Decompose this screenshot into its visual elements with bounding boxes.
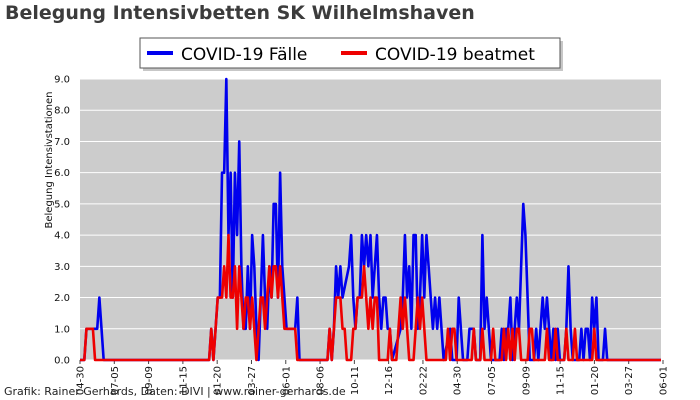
- x-axis-ticks: 04-30 07-05 09-09 11-15 01-20 03-27 06-01 08-06…: [76, 360, 670, 395]
- x-tick-label: 09-09: [521, 366, 532, 395]
- y-tick-label: 5.0: [54, 199, 70, 210]
- x-tick-label: 11-15: [556, 366, 567, 395]
- y-tick-label: 3.0: [54, 262, 70, 273]
- legend-label-beatmet: COVID-19 beatmet: [375, 45, 535, 65]
- y-axis-ticks: 0.0 1.0 2.0 3.0 4.0 5.0 6.0 7.0 8.0 9.0: [54, 75, 70, 367]
- x-tick-label: 02-22: [418, 366, 429, 395]
- x-tick-label: 04-30: [453, 366, 464, 395]
- x-tick-label: 06-01: [281, 366, 292, 395]
- x-tick-label: 11-15: [178, 366, 189, 395]
- y-tick-label: 2.0: [54, 293, 70, 304]
- series-line-beatmet: [80, 233, 661, 362]
- y-tick-label: 7.0: [54, 137, 70, 148]
- x-tick-label: 03-27: [247, 366, 258, 395]
- x-tick-label: 06-01: [659, 366, 670, 395]
- y-tick-label: 9.0: [54, 75, 70, 86]
- x-tick-label: 07-05: [487, 366, 498, 395]
- series-line-faelle: [80, 77, 661, 362]
- x-tick-label: 04-30: [76, 366, 87, 395]
- chart-title: Belegung Intensivbetten SK Wilhelmshaven: [5, 2, 475, 24]
- y-tick-label: 8.0: [54, 106, 70, 117]
- footer-credit: Grafik: Rainer Gerhards, Daten: DIVI | w…: [4, 385, 346, 398]
- legend: COVID-19 Fälle COVID-19 beatmet: [139, 37, 563, 71]
- x-tick-label: 08-06: [316, 366, 327, 395]
- x-tick-label: 03-27: [624, 366, 635, 395]
- x-tick-label: 01-20: [213, 366, 224, 395]
- x-tick-label: 09-09: [144, 366, 155, 395]
- y-tick-label: 4.0: [54, 231, 70, 242]
- series-layer: [80, 77, 661, 362]
- x-tick-label: 07-05: [110, 366, 121, 395]
- x-tick-label: 12-16: [384, 366, 395, 395]
- x-tick-label: 01-20: [590, 366, 601, 395]
- legend-label-faelle: COVID-19 Fälle: [181, 45, 307, 65]
- plot-background: [80, 79, 661, 360]
- y-tick-label: 1.0: [54, 324, 70, 335]
- y-tick-label: 6.0: [54, 168, 70, 179]
- x-tick-label: 10-11: [350, 366, 361, 395]
- y-tick-label: 0.0: [54, 356, 70, 367]
- y-axis-label: Belegung Intensivstationen: [44, 91, 55, 228]
